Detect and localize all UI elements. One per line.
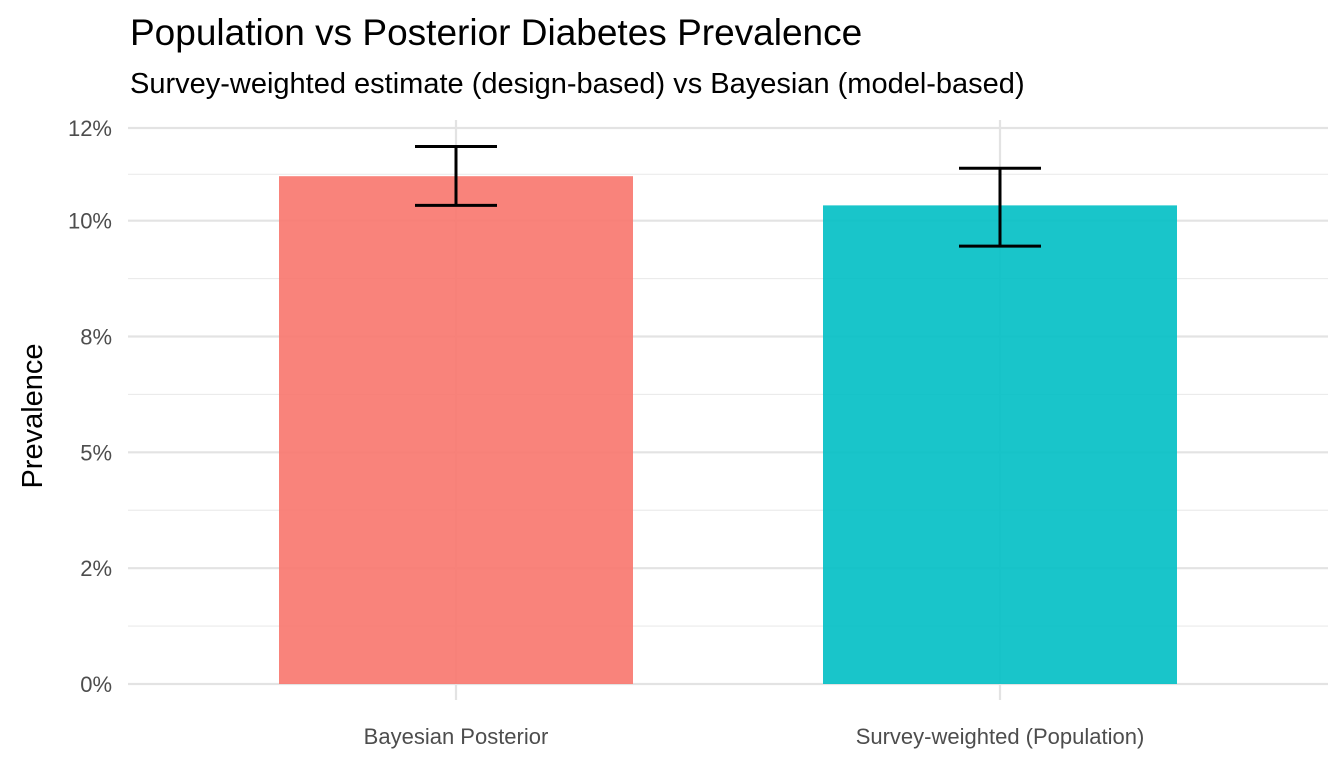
y-tick-label: 2% bbox=[80, 556, 112, 581]
x-tick-label: Survey-weighted (Population) bbox=[856, 724, 1145, 749]
y-tick-label: 8% bbox=[80, 325, 112, 350]
error-bars bbox=[415, 145, 1041, 248]
y-tick-label: 10% bbox=[68, 209, 112, 234]
chart-subtitle: Survey-weighted estimate (design-based) … bbox=[130, 68, 1025, 100]
bar bbox=[279, 176, 633, 685]
x-tick-label: Bayesian Posterior bbox=[364, 724, 549, 749]
chart-title: Population vs Posterior Diabetes Prevale… bbox=[130, 12, 863, 53]
y-tick-label: 5% bbox=[80, 440, 112, 465]
bars bbox=[279, 176, 1177, 685]
bar bbox=[823, 205, 1177, 685]
y-tick-label: 12% bbox=[68, 116, 112, 141]
y-axis-title: Prevalence bbox=[17, 343, 49, 488]
tick-labels: 0% 2% 5% 8% 10% 12% Bayesian Posterior Survey-w… bbox=[68, 116, 1144, 749]
y-tick-label: 0% bbox=[80, 672, 112, 697]
